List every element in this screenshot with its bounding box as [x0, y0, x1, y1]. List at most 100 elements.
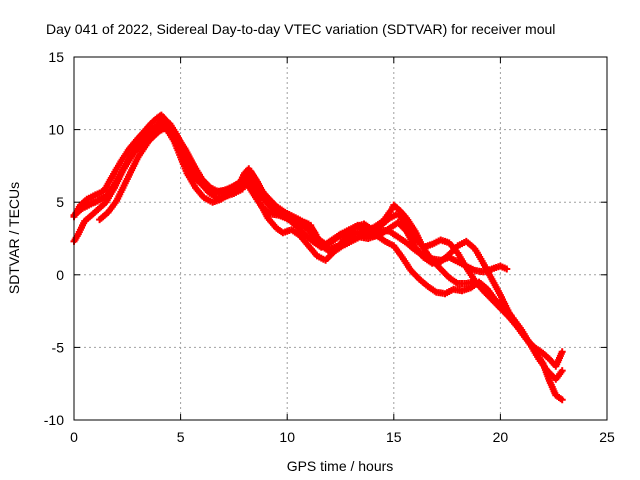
data-point — [281, 231, 285, 234]
data-point — [548, 357, 551, 361]
data-point — [456, 260, 459, 263]
data-point — [234, 183, 238, 186]
data-point — [499, 264, 502, 268]
data-point — [166, 125, 169, 128]
data-point — [209, 186, 212, 189]
data-point — [104, 186, 108, 189]
y-tick-label: 5 — [56, 194, 64, 210]
data-point — [456, 251, 459, 255]
data-point — [202, 196, 206, 199]
data-point — [337, 235, 340, 239]
data-point — [143, 129, 146, 133]
data-point — [499, 293, 502, 297]
data-point — [448, 276, 451, 279]
data-point — [298, 219, 302, 223]
grid — [74, 57, 607, 420]
y-tick-label: -5 — [52, 339, 65, 355]
data-point — [465, 240, 468, 243]
data-point — [524, 337, 528, 340]
data-point — [390, 208, 393, 211]
data-point — [413, 237, 417, 240]
data-point — [490, 298, 494, 301]
data-point — [192, 163, 195, 166]
data-series — [70, 111, 566, 404]
data-point — [311, 240, 314, 243]
data-point — [305, 227, 308, 230]
data-point — [106, 211, 110, 214]
data-point — [439, 259, 442, 262]
data-point — [324, 259, 327, 262]
data-point — [456, 244, 459, 247]
data-point — [232, 192, 236, 195]
data-point — [350, 240, 353, 243]
data-point — [490, 267, 494, 271]
x-tick-label: 5 — [177, 429, 185, 445]
data-point — [298, 234, 302, 237]
data-point — [418, 278, 421, 281]
data-point — [130, 154, 133, 157]
data-point — [294, 224, 297, 227]
data-point — [431, 262, 434, 265]
data-point — [505, 267, 508, 271]
data-point — [345, 232, 349, 236]
data-point — [264, 201, 268, 204]
data-point — [345, 238, 349, 242]
data-point — [490, 278, 494, 281]
data-point — [561, 369, 564, 372]
data-point — [128, 147, 131, 150]
data-point — [388, 230, 391, 233]
data-point — [473, 269, 476, 272]
data-point — [149, 122, 152, 126]
data-point — [413, 230, 417, 233]
data-point — [486, 288, 489, 291]
data-point — [561, 350, 564, 353]
data-point — [251, 192, 255, 195]
data-point — [431, 257, 434, 260]
data-point — [92, 212, 95, 215]
data-point — [277, 214, 280, 217]
data-point — [160, 113, 163, 117]
data-point — [247, 174, 250, 178]
data-point — [422, 254, 425, 258]
data-point — [104, 201, 108, 204]
data-point — [392, 203, 395, 207]
data-point — [266, 217, 270, 220]
data-point — [83, 219, 86, 223]
plot-border — [73, 56, 608, 421]
y-tick-label: 0 — [56, 267, 64, 283]
data-point — [554, 365, 557, 368]
data-point — [409, 269, 413, 272]
data-point — [194, 186, 197, 189]
data-point — [405, 224, 408, 227]
data-point — [115, 199, 118, 202]
data-point — [379, 228, 383, 231]
data-point — [362, 234, 366, 237]
data-point — [371, 235, 374, 239]
data-point — [104, 195, 108, 198]
data-point — [465, 264, 468, 268]
x-axis-label: GPS time / hours — [287, 458, 394, 474]
data-point — [541, 352, 545, 355]
data-point — [473, 279, 476, 282]
data-point — [413, 248, 417, 252]
data-point — [111, 174, 114, 178]
data-point — [399, 209, 402, 213]
data-point — [175, 134, 178, 137]
data-point — [315, 254, 319, 258]
data-point — [179, 156, 182, 159]
chart-title: Day 041 of 2022, Sidereal Day-to-day VTE… — [46, 21, 555, 37]
data-point — [405, 230, 408, 233]
data-point — [98, 206, 101, 210]
data-point — [328, 250, 331, 253]
data-point — [422, 246, 425, 249]
data-point — [136, 137, 140, 140]
x-tick-label: 0 — [70, 429, 78, 445]
data-point — [243, 179, 246, 182]
data-point — [482, 289, 485, 292]
data-point — [541, 362, 545, 365]
data-point — [469, 286, 472, 290]
data-point — [162, 118, 165, 121]
data-point — [268, 212, 272, 215]
data-point — [426, 285, 430, 288]
